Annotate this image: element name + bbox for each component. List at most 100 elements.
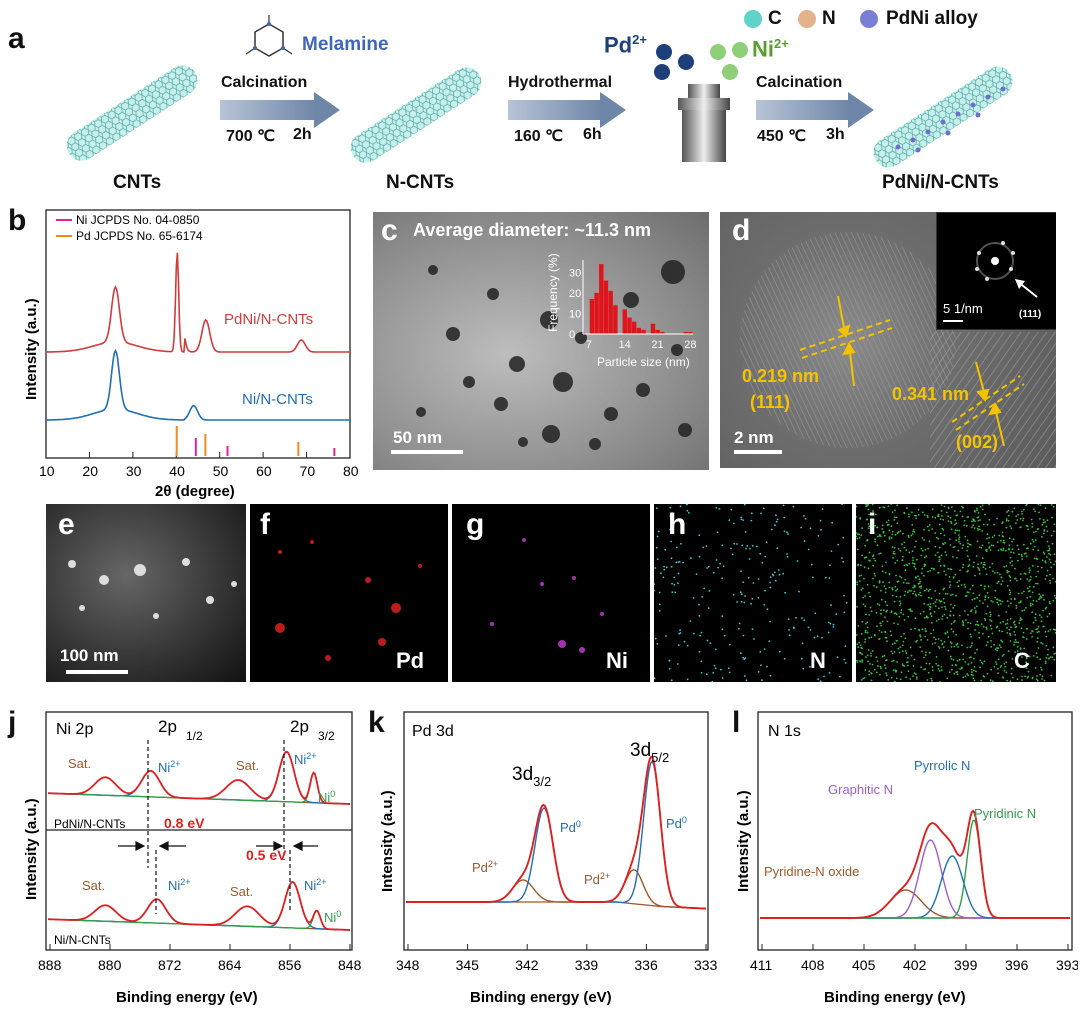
xps-xtick: 848 — [338, 957, 362, 973]
xrd-label-pdni: PdNi/N-CNTs — [224, 311, 313, 328]
xps-ni2p-chart: 888 880 872 864 856 848 Ni 2p 2p 1/2 2p 3/2 S… — [23, 711, 362, 1006]
d-spacing-002: 0.341 nm — [892, 384, 970, 404]
k-background — [406, 901, 707, 910]
j-peak-2p32: 2p — [290, 717, 309, 736]
panel-label-f: f — [260, 508, 270, 541]
histogram-xtick: 28 — [684, 339, 696, 351]
legend-pd-ref: Pd JCPDS No. 65-6174 — [76, 229, 203, 243]
xps-xtick: 888 — [38, 957, 62, 973]
k-peak-3d52: 3d5/2 — [630, 740, 669, 765]
scale-label-e: 100 nm — [60, 646, 119, 665]
xrd-label-ni: Ni/N-CNTs — [242, 391, 313, 408]
scale-bar-d — [734, 450, 782, 454]
j-sample-top: PdNi/N-CNTs — [54, 817, 125, 831]
panel-label-b: b — [8, 204, 27, 237]
j-ni0-2: Ni0 — [324, 909, 341, 925]
autoclave-icon — [678, 84, 730, 162]
tem-particles — [416, 260, 692, 450]
plane-002: (002) — [956, 432, 999, 452]
melamine-label: Melamine — [302, 34, 389, 55]
j-ylabel: Intensity (a.u.) — [23, 798, 40, 900]
xrd-xtick: 80 — [343, 463, 359, 479]
fft-pattern — [943, 241, 1038, 322]
panel-label-l: l — [732, 706, 741, 739]
histogram-xtick: 14 — [619, 339, 631, 351]
xrd-ylabel: Intensity (a.u.) — [23, 298, 40, 400]
xrd-chart: 10 20 30 40 50 60 70 80 Ni JCPDS No. 04-0850 Pd… — [23, 209, 359, 500]
xrd-xtick: 30 — [126, 463, 142, 479]
hrtem-image-d: d 0.219 nm (111) 0.341 nm (002) 2 nm 5 1… — [720, 212, 1056, 468]
xrd-line-ni — [46, 348, 350, 421]
step2-name: Hydrothermal — [508, 74, 613, 91]
haadf-particles — [68, 558, 237, 619]
xrd-xtick: 70 — [300, 463, 316, 479]
j-peak-2p32-sub: 3/2 — [318, 729, 335, 743]
element-label-n: N — [810, 648, 826, 673]
haadf-image-e: e 100 nm — [46, 504, 246, 682]
j-peak-2p12: 2p — [158, 717, 177, 736]
l-pyridine-oxide: Pyridine-N oxide — [764, 864, 859, 879]
eds-map-c: i C — [856, 504, 1056, 682]
histogram-bar — [660, 331, 665, 334]
scale-label-d: 2 nm — [734, 428, 774, 447]
step1-name: Calcination — [221, 74, 308, 91]
histogram-bar — [641, 329, 646, 334]
legend-c-label: C — [768, 8, 782, 29]
step2-time: 6h — [583, 126, 602, 143]
histogram-bar — [650, 323, 656, 334]
xps-xtick: 348 — [396, 957, 420, 973]
step2-arrow — [508, 100, 602, 120]
panel-label-h: h — [668, 508, 687, 541]
j-sat-2: Sat. — [236, 758, 259, 773]
xps-xtick: 411 — [750, 957, 773, 973]
histogram-ytick: 30 — [569, 267, 581, 279]
xps-xtick: 402 — [903, 957, 927, 973]
legend-ni-ref: Ni JCPDS No. 04-0850 — [76, 213, 200, 227]
j-envelope — [48, 751, 350, 805]
j-shift-top: 0.8 eV — [164, 815, 205, 831]
histogram-bar — [627, 317, 632, 334]
xps-xtick: 336 — [634, 957, 658, 973]
histogram-bar — [599, 264, 604, 334]
xps-xtick: 393 — [1056, 957, 1078, 973]
legend-pdni-label: PdNi alloy — [886, 8, 978, 29]
average-diameter-title: Average diameter: ~11.3 nm — [413, 220, 651, 240]
histogram-ytick: 10 — [569, 308, 581, 320]
k-title: Pd 3d — [412, 723, 454, 740]
xrd-xtick: 20 — [82, 463, 98, 479]
j-sample-bottom: Ni/N-CNTs — [54, 933, 111, 947]
step3-time: 3h — [826, 126, 845, 143]
step1-temp: 700 ℃ — [226, 128, 276, 145]
histogram-bar — [655, 329, 660, 334]
pd-ion-label: Pd2+ — [604, 32, 647, 58]
histogram-bar — [631, 321, 637, 334]
xps-xtick: 408 — [801, 957, 825, 973]
ni-ion-label: Ni2+ — [752, 36, 789, 62]
melamine-molecule-icon — [245, 15, 293, 57]
xrd-xtick: 40 — [169, 463, 185, 479]
step1-time: 2h — [293, 126, 312, 143]
legend-n-dot — [798, 10, 816, 28]
j-peak-2p12-sub: 1/2 — [186, 729, 203, 743]
xps-xtick: 856 — [278, 957, 302, 973]
l-graphitic: Graphitic N — [828, 782, 893, 797]
ncnt-tube-illustration — [350, 67, 482, 163]
histogram-bar — [603, 280, 609, 334]
l-graphitic-fit — [760, 839, 1070, 919]
histogram-xtick: 7 — [586, 339, 592, 351]
panel-label-k: k — [368, 706, 385, 739]
j-xlabel: Binding energy (eV) — [116, 989, 258, 1006]
metal-ions-icon — [654, 42, 748, 80]
j-ni0-1: Ni0 — [318, 789, 335, 805]
element-label-pd: Pd — [396, 648, 425, 673]
histogram-bar — [688, 331, 693, 334]
xps-xtick: 339 — [575, 957, 599, 973]
scale-bar-c — [391, 450, 463, 454]
j-ni2-4: Ni2+ — [304, 877, 327, 893]
eds-map-n: h N — [654, 504, 852, 682]
xps-xtick: 864 — [218, 957, 242, 973]
histogram-bar — [683, 331, 689, 334]
ncnts-label: N-CNTs — [386, 172, 455, 193]
fft-scale: 5 1/nm — [943, 301, 983, 316]
l-xlabel: Binding energy (eV) — [824, 989, 966, 1006]
